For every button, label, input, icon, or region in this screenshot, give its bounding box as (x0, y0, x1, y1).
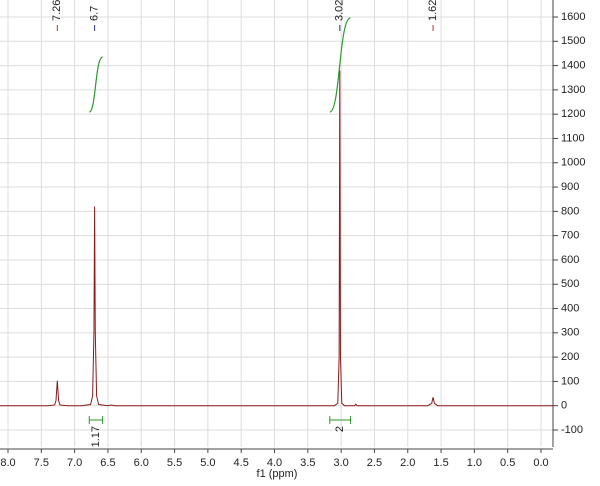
y-tick-label: 1400 (561, 59, 585, 71)
x-tick-label: 5.5 (167, 457, 182, 469)
x-tick-label: 5.0 (200, 457, 215, 469)
integral-curve (88, 56, 104, 113)
x-tick-label: 7.5 (34, 457, 49, 469)
x-tick-label: 0.0 (533, 457, 548, 469)
integral-label: 2 (334, 426, 346, 432)
y-tick-label: 0 (561, 400, 567, 412)
y-tick-label: 1100 (561, 132, 585, 144)
x-tick-label: 1.5 (433, 457, 448, 469)
y-tick-label: 500 (561, 278, 579, 290)
x-tick-label: 7.0 (67, 457, 82, 469)
x-tick-label: 3.0 (333, 457, 348, 469)
peak-label: 3.02 (334, 0, 346, 21)
x-tick-label: 4.0 (267, 457, 282, 469)
x-axis-title: f1 (ppm) (257, 468, 298, 480)
y-tick-label: 1500 (561, 35, 585, 47)
integral-curve (329, 17, 352, 113)
y-tick-label: 1200 (561, 108, 585, 120)
x-tick-label: 6.5 (100, 457, 115, 469)
x-tick-label: 2.0 (400, 457, 415, 469)
peak-label: 7.26 (51, 0, 63, 21)
y-tick-label: 1600 (561, 11, 585, 23)
y-tick-label: 900 (561, 181, 579, 193)
y-tick-label: 700 (561, 230, 579, 242)
y-tick-label: 400 (561, 302, 579, 314)
integral-label: 1.17 (90, 426, 102, 447)
y-tick-label: 200 (561, 351, 579, 363)
x-tick-label: 2.5 (367, 457, 382, 469)
y-tick-label: 1300 (561, 84, 585, 96)
y-tick-label: 300 (561, 327, 579, 339)
peak-label: 1.62 (427, 0, 439, 21)
x-tick-label: 1.0 (467, 457, 482, 469)
y-tick-label: 600 (561, 254, 579, 266)
y-tick-label: -100 (561, 424, 583, 436)
x-tick-label: 4.5 (234, 457, 249, 469)
x-tick-label: 3.5 (300, 457, 315, 469)
y-tick-label: 800 (561, 205, 579, 217)
x-tick-label: 6.0 (134, 457, 149, 469)
peak-label: 6.7 (89, 6, 101, 21)
spectrum-line (0, 70, 553, 407)
y-tick-label: 100 (561, 375, 579, 387)
y-tick-label: 1000 (561, 157, 585, 169)
x-tick-label: 8.0 (0, 457, 15, 469)
x-tick-label: 0.5 (500, 457, 515, 469)
